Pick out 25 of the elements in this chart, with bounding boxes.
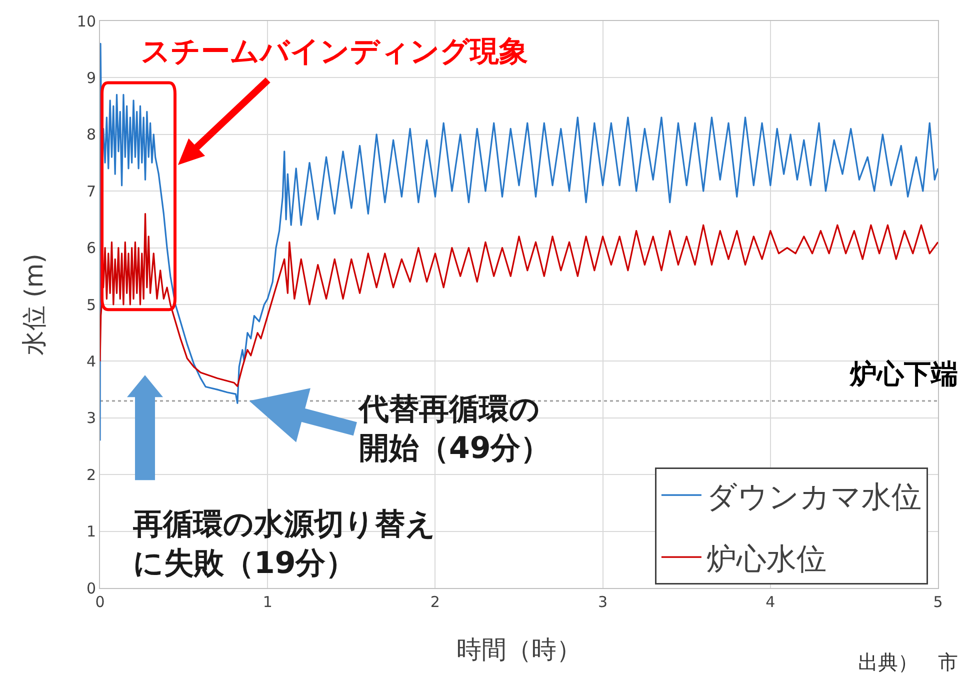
- x-tick-label: 2: [430, 593, 440, 611]
- annotation: スチームバインディング現象: [141, 34, 528, 68]
- x-axis-title: 時間（時）: [456, 635, 582, 664]
- annotation: 代替再循環の開始（49分）: [357, 392, 551, 466]
- x-tick-label: 1: [262, 593, 272, 611]
- x-tick-label: 5: [933, 593, 943, 611]
- annotation: 再循環の水源切り替えに失敗（19分）: [132, 507, 436, 581]
- y-tick-label: 1: [86, 522, 96, 541]
- legend-label: 炉心水位: [706, 542, 826, 577]
- y-tick-label: 0: [86, 579, 96, 598]
- ref-line-label: 炉心下端: [849, 359, 958, 390]
- y-axis-title: 水位 (m): [20, 254, 49, 356]
- source-note: 出典） 市: [858, 650, 958, 674]
- y-tick-label: 6: [86, 239, 96, 258]
- y-tick-label: 9: [86, 68, 96, 87]
- x-tick-label: 4: [766, 593, 776, 611]
- legend-label: ダウンカマ水位: [706, 480, 922, 515]
- y-tick-label: 10: [76, 12, 96, 30]
- y-tick-label: 8: [86, 126, 96, 144]
- y-tick-label: 3: [86, 409, 96, 428]
- y-tick-label: 4: [86, 352, 96, 370]
- y-tick-label: 2: [86, 466, 96, 484]
- y-tick-label: 5: [86, 296, 96, 314]
- x-tick-label: 3: [598, 593, 608, 611]
- y-tick-label: 7: [86, 182, 96, 200]
